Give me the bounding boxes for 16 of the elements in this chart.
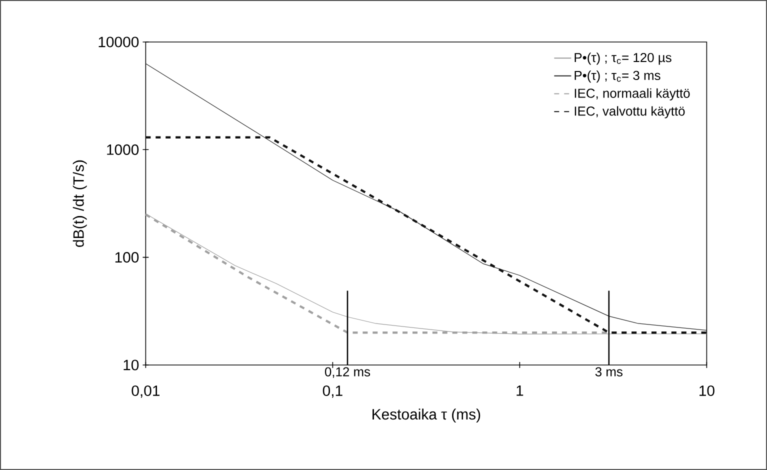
y-tick-label: 100 bbox=[115, 252, 139, 263]
ref-line-label: 3 ms bbox=[595, 367, 622, 376]
ref-line-label: 0,12 ms bbox=[324, 367, 370, 378]
legend-label: IEC, valvottu käyttö bbox=[574, 106, 685, 118]
y-tick-label: 1000 bbox=[107, 144, 139, 155]
x-axis-title: Kestoaika τ (ms) bbox=[372, 408, 480, 423]
x-tick-label: 0,01 bbox=[132, 385, 160, 398]
x-tick-label: 1 bbox=[516, 385, 524, 396]
legend-label: IEC, normaali käyttö bbox=[574, 88, 690, 100]
x-tick-label: 10 bbox=[700, 385, 714, 396]
legend-label: P•(τ) ; τ$_{c}$= 3 ms bbox=[574, 70, 660, 83]
y-tick-label: 10000 bbox=[98, 36, 139, 48]
y-tick-label: 10 bbox=[124, 360, 139, 370]
legend-label: P•(τ) ; τ$_{c}$= 120 µs bbox=[574, 52, 672, 65]
y-axis-title: dB(t) /dt (T/s) bbox=[72, 160, 87, 247]
x-tick-label: 0,1 bbox=[322, 385, 342, 398]
